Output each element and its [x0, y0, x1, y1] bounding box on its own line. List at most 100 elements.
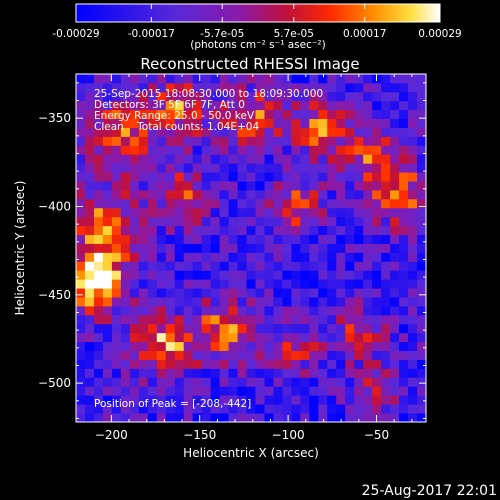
heatmap-cell — [76, 386, 86, 396]
heatmap-cell — [255, 306, 265, 316]
heatmap-cell — [183, 314, 194, 325]
heatmap-cell — [273, 368, 283, 378]
heatmap-cell — [201, 74, 212, 84]
heatmap-cell — [408, 109, 418, 120]
heatmap-cell — [282, 136, 292, 146]
heatmap-cell — [183, 118, 194, 128]
heatmap-cell — [102, 198, 113, 209]
heatmap-cell — [318, 91, 328, 102]
heatmap-cell — [147, 109, 158, 120]
heatmap-cell — [264, 154, 274, 164]
heatmap-cell — [372, 163, 382, 173]
heatmap-cell — [408, 243, 418, 253]
heatmap-cell — [174, 225, 185, 236]
heatmap-cell — [372, 216, 382, 227]
heatmap-cell — [76, 172, 86, 182]
heatmap-cell — [282, 261, 292, 271]
heatmap-cell — [93, 386, 104, 396]
heatmap-cell — [345, 377, 355, 387]
heatmap-cell — [246, 270, 256, 280]
heatmap-cell — [192, 225, 203, 236]
heatmap-cell — [372, 100, 382, 111]
heatmap-cell — [120, 74, 131, 84]
heatmap-cell — [84, 234, 95, 244]
heatmap-cell — [390, 181, 400, 191]
heatmap-cell — [282, 368, 292, 378]
heatmap-cell — [228, 332, 238, 343]
heatmap-cell — [228, 404, 238, 414]
heatmap-cell — [201, 395, 212, 405]
heatmap-cell — [354, 413, 364, 423]
heatmap-cell — [291, 359, 301, 369]
heatmap-cell — [354, 109, 364, 120]
heatmap-cell — [138, 243, 149, 253]
heatmap-cell — [291, 198, 301, 209]
heatmap-cell — [408, 306, 418, 316]
heatmap-cell — [345, 225, 355, 236]
heatmap-cell — [354, 377, 364, 387]
heatmap-cell — [76, 297, 86, 307]
heatmap-cell — [399, 395, 409, 405]
heatmap-cell — [129, 190, 140, 200]
heatmap-cell — [363, 386, 373, 396]
heatmap-cell — [147, 297, 158, 307]
heatmap-cell — [84, 314, 95, 325]
heatmap-cell — [174, 279, 185, 289]
heatmap-cell — [84, 127, 95, 137]
heatmap-cell — [111, 127, 122, 137]
heatmap-cell — [300, 136, 310, 146]
heatmap-cell — [327, 332, 337, 343]
heatmap-cell — [138, 216, 149, 227]
heatmap-cell — [84, 341, 95, 352]
heatmap-cell — [399, 225, 409, 236]
heatmap-cell — [201, 100, 212, 111]
heatmap-cell — [246, 118, 256, 128]
heatmap-cell — [237, 270, 247, 280]
heatmap-cell — [273, 109, 283, 120]
heatmap-cell — [345, 359, 355, 369]
heatmap-cell — [76, 154, 86, 164]
heatmap-cell — [174, 297, 185, 307]
heatmap-cell — [147, 314, 158, 325]
heatmap-cell — [129, 368, 140, 378]
heatmap-cell — [111, 225, 122, 236]
heatmap-cell — [219, 270, 229, 280]
heatmap-cell — [165, 82, 176, 93]
heatmap-cell — [417, 163, 427, 173]
heatmap-cell — [165, 288, 176, 298]
heatmap-cell — [129, 91, 140, 102]
heatmap-cell — [192, 74, 203, 84]
heatmap-cell — [201, 243, 212, 253]
heatmap-cell — [381, 172, 391, 182]
heatmap-cell — [354, 279, 364, 289]
heatmap-cell — [246, 359, 256, 369]
heatmap-cell — [372, 395, 382, 405]
heatmap-cell — [129, 207, 140, 218]
heatmap-cell — [219, 74, 229, 84]
heatmap-cell — [291, 323, 301, 334]
heatmap-cell — [147, 252, 158, 262]
heatmap-cell — [381, 136, 391, 146]
heatmap-cell — [273, 100, 283, 111]
heatmap-cell — [336, 216, 346, 227]
heatmap-cell — [309, 350, 319, 360]
heatmap-cell — [318, 136, 328, 146]
heatmap-cell — [291, 74, 301, 84]
heatmap-cell — [363, 207, 373, 218]
heatmap-cell — [336, 368, 346, 378]
heatmap-cell — [138, 270, 149, 280]
heatmap-cell — [399, 270, 409, 280]
heatmap-cell — [210, 234, 220, 244]
heatmap-cell — [210, 91, 220, 102]
heatmap-cell — [147, 288, 158, 298]
heatmap-cell — [273, 225, 283, 236]
heatmap-cell — [300, 359, 310, 369]
heatmap-cell — [399, 261, 409, 271]
heatmap-cell — [246, 288, 256, 298]
heatmap-cell — [147, 279, 158, 289]
heatmap-cell — [210, 172, 220, 182]
heatmap-cell — [147, 190, 158, 200]
heatmap-cell — [102, 234, 113, 244]
heatmap-cell — [138, 297, 149, 307]
heatmap-cell — [264, 198, 274, 209]
